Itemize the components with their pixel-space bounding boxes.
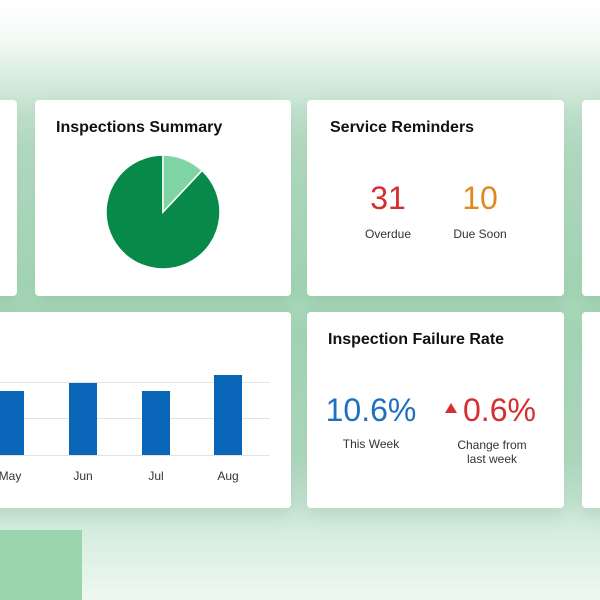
x-tick-jul: Jul (148, 469, 164, 483)
right-card-top-partial (582, 100, 600, 296)
due-soon-label: Due Soon (453, 227, 507, 241)
x-tick-jun: Jun (73, 469, 93, 483)
service-reminders-card[interactable]: Service Reminders 31 Overdue 10 Due Soon (307, 100, 564, 296)
left-card-top-partial (0, 100, 17, 296)
bar-jun[interactable] (69, 383, 97, 455)
bar-aug[interactable] (214, 375, 242, 455)
overdue-label: Overdue (364, 227, 412, 241)
change-label-line2: last week (466, 452, 518, 466)
gridline (0, 418, 270, 419)
monthly-bar-chart-card[interactable]: May Jun Jul Aug (0, 312, 291, 508)
pie-slice-1[interactable] (162, 154, 204, 214)
inspection-failure-rate-title: Inspection Failure Rate (328, 331, 505, 348)
gridline (0, 455, 270, 456)
bar-series: May Jun Jul Aug (0, 312, 291, 508)
inspections-summary-title: Inspections Summary (56, 119, 223, 136)
right-card-bottom-partial (582, 312, 600, 508)
x-tick-may: May (0, 469, 22, 483)
inspections-pie-chart (105, 154, 221, 270)
bar-may[interactable] (0, 391, 24, 455)
service-reminders-title: Service Reminders (330, 119, 475, 136)
x-tick-aug: Aug (217, 469, 239, 483)
bar-jul[interactable] (142, 391, 170, 455)
this-week-rate[interactable]: 10.6% (325, 392, 417, 428)
triangle-up-icon (445, 403, 457, 413)
change-rate[interactable]: 0.6% (463, 392, 536, 428)
gridline (0, 382, 270, 383)
decorative-block (0, 530, 82, 600)
inspection-failure-rate-card[interactable]: Inspection Failure Rate 10.6% This Week … (307, 312, 564, 508)
change-label-line1: Change from (457, 438, 527, 452)
this-week-label: This Week (342, 437, 400, 451)
overdue-count[interactable]: 31 (370, 180, 406, 216)
inspections-summary-card[interactable]: Inspections Summary (35, 100, 291, 296)
due-soon-count[interactable]: 10 (462, 180, 498, 216)
